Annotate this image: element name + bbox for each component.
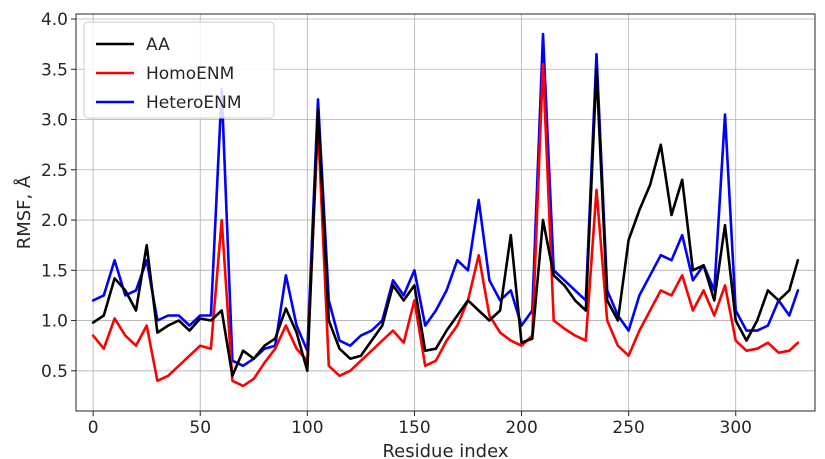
x-tick-label: 250 [612,418,644,438]
y-axis-ticks: 0.5 1.0 1.5 2.0 2.5 3.0 3.5 4.0 [41,10,76,382]
y-tick-label: 0.5 [41,362,68,382]
y-tick-label: 1.5 [41,261,68,281]
x-tick-label: 50 [189,418,211,438]
legend-box [83,21,275,119]
series-line-heteroenm [91,32,800,368]
y-axis-label: RMSF, Å [13,175,35,249]
legend-label-homoenm: HomoENM [146,64,234,84]
x-tick-label: 150 [398,418,430,438]
x-tick-label: 200 [505,418,537,438]
x-axis-label: Residue index [382,441,508,459]
y-tick-label: 2.5 [41,161,68,181]
y-tick-label: 3.0 [41,111,68,131]
legend: AA HomoENM HeteroENM [83,21,275,119]
plot-area-frame [75,13,816,412]
x-axis-ticks: 0 50 100 150 200 250 300 [88,411,752,438]
y-tick-label: 2.0 [41,211,68,231]
x-tick-label: 100 [291,418,323,438]
legend-label-heteroenm: HeteroENM [146,93,242,113]
x-tick-label: 0 [88,418,99,438]
legend-label-aa: AA [146,35,170,55]
y-tick-label: 1.0 [41,312,68,332]
y-tick-label: 3.5 [41,60,68,80]
series-line-aa [91,68,800,378]
x-tick-label: 300 [720,418,752,438]
series-line-homoenm [91,63,800,388]
y-tick-label: 4.0 [41,10,68,30]
series-lines [91,32,800,388]
